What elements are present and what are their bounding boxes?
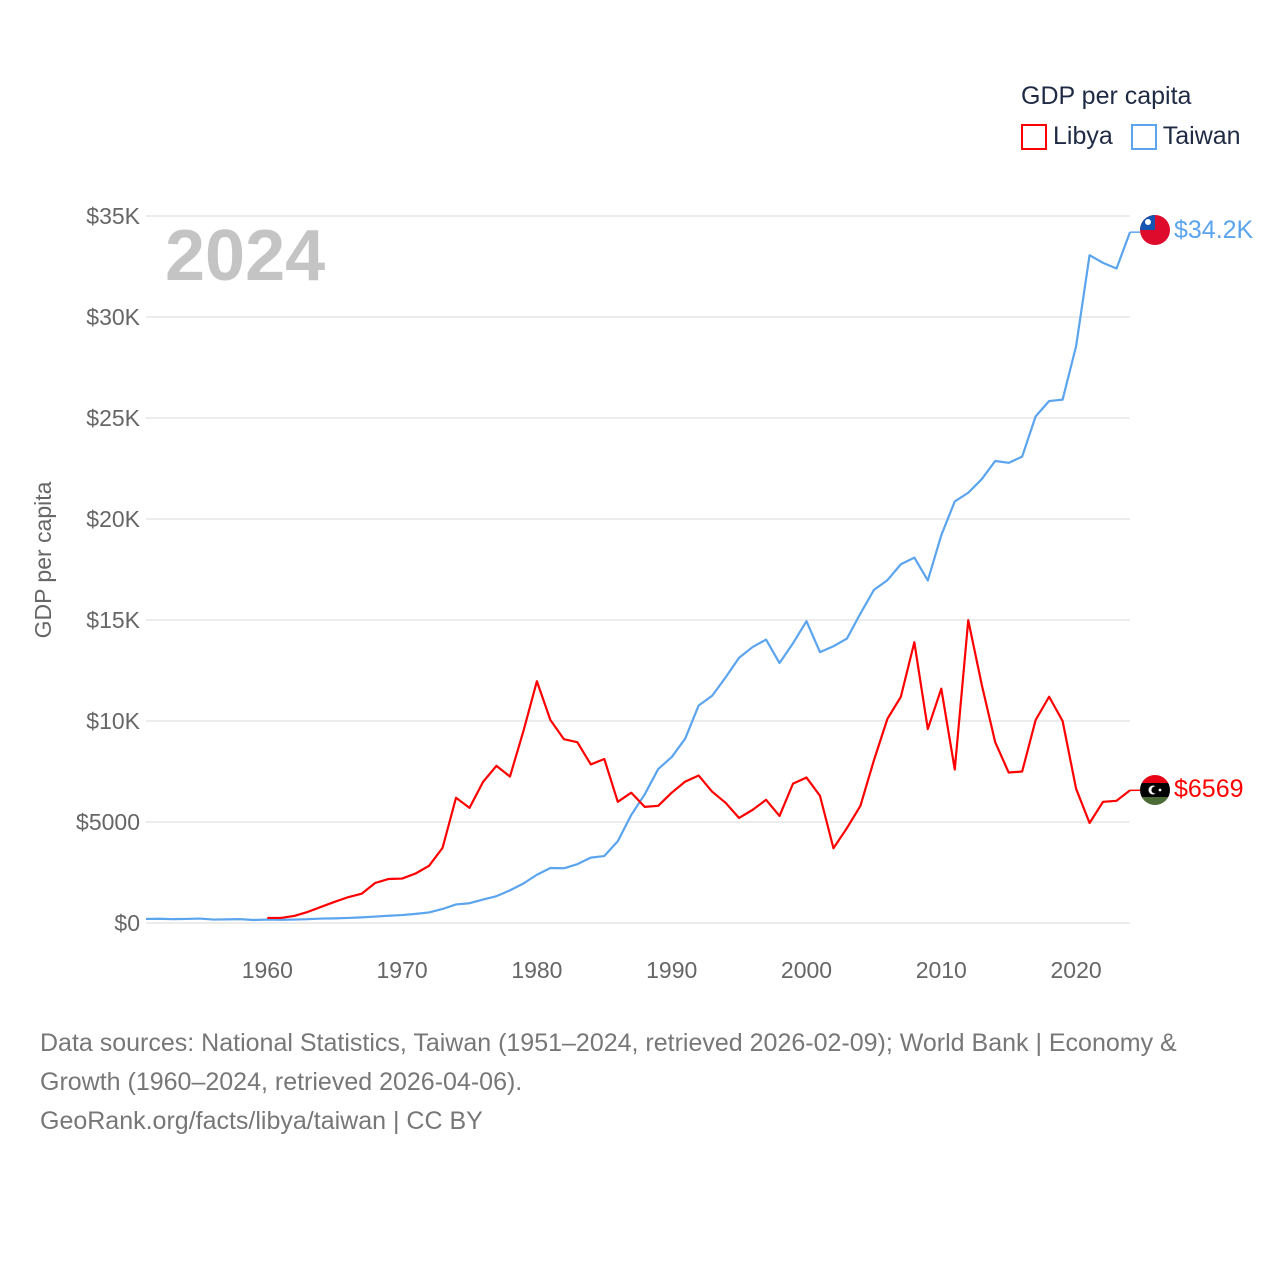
legend-label: Libya	[1053, 122, 1113, 150]
y-tick-label: $20K	[86, 506, 140, 532]
y-axis-title: GDP per capita	[30, 481, 56, 638]
series-line-taiwan[interactable]	[145, 231, 1132, 922]
x-tick-label: 1970	[377, 957, 428, 983]
y-tick-label: $0	[114, 910, 140, 936]
line-chart: $0 $5000 $10K $15K $20K $25K $30K $35K 1960 1970 1…	[30, 203, 1254, 983]
y-tick-label: $25K	[86, 405, 140, 431]
legend: Libya Taiwan	[1021, 122, 1241, 151]
libya-flag-icon	[1140, 775, 1170, 805]
attribution-link[interactable]: GeoRank.org/facts/libya/taiwan | CC BY	[40, 1107, 483, 1135]
legend-item-taiwan[interactable]: Taiwan	[1130, 122, 1241, 151]
y-tick-label: $5000	[76, 809, 140, 835]
legend-swatch-taiwan	[1130, 123, 1157, 150]
legend-title: GDP per capita	[1021, 82, 1192, 110]
x-tick-label: 1960	[242, 957, 293, 983]
year-label: 2024	[165, 216, 325, 296]
series-line-libya[interactable]	[267, 619, 1131, 920]
taiwan-end-label: $34.2K	[1174, 216, 1254, 244]
y-tick-label: $30K	[86, 304, 140, 330]
y-tick-label: $35K	[86, 203, 140, 229]
legend-item-libya[interactable]: Libya	[1021, 122, 1113, 151]
legend-label: Taiwan	[1162, 122, 1241, 150]
libya-end-label: $6569	[1174, 775, 1244, 803]
x-tick-label: 2000	[781, 957, 832, 983]
y-tick-label: $15K	[86, 607, 140, 633]
x-tick-label: 1990	[646, 957, 697, 983]
legend-swatch-libya	[1021, 123, 1047, 150]
x-tick-label: 1980	[511, 957, 562, 983]
x-tick-label: 2020	[1050, 957, 1101, 983]
data-sources: Data sources: National Statistics, Taiwa…	[40, 1029, 1177, 1096]
taiwan-flag-icon	[1140, 215, 1170, 245]
y-tick-label: $10K	[86, 708, 140, 734]
x-tick-label: 2010	[916, 957, 967, 983]
footer: Data sources: National Statistics, Taiwa…	[40, 1024, 1240, 1141]
